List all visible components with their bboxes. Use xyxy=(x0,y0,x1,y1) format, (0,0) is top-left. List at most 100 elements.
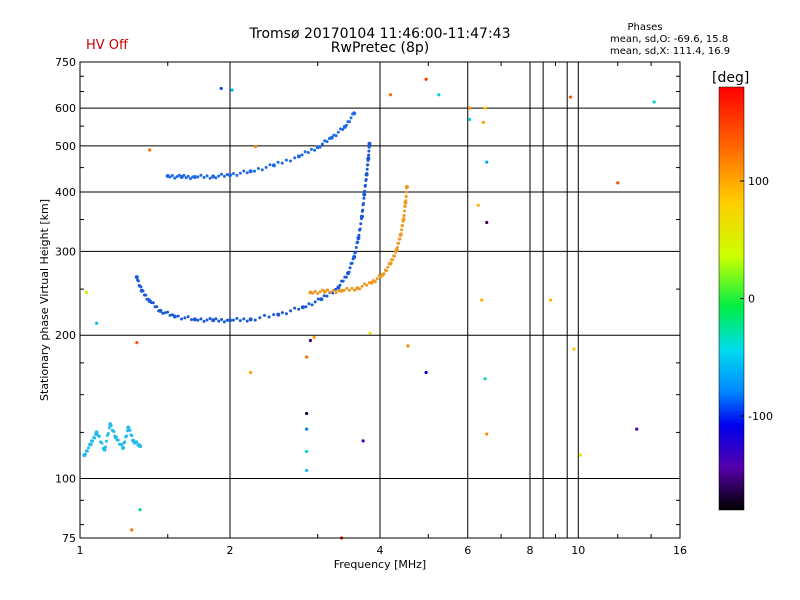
noise-point xyxy=(84,290,88,295)
colorbar-tick-label: 100 xyxy=(748,175,769,188)
noise-point xyxy=(424,77,428,81)
data-point xyxy=(358,287,362,291)
data-point xyxy=(183,316,187,320)
x-tick-label: 1 xyxy=(77,544,84,557)
x-tick-label: 4 xyxy=(377,544,384,557)
data-point xyxy=(235,316,239,320)
data-point xyxy=(184,176,188,180)
x-tick-label: 6 xyxy=(464,544,471,557)
data-point xyxy=(404,184,409,189)
data-point xyxy=(189,318,193,322)
y-tick-label: 750 xyxy=(55,56,76,69)
data-point xyxy=(338,283,342,287)
data-point xyxy=(242,169,246,173)
data-point xyxy=(125,434,129,438)
data-point xyxy=(199,317,203,321)
data-point xyxy=(85,449,89,453)
data-point xyxy=(322,289,327,294)
data-point xyxy=(280,311,284,315)
data-point xyxy=(172,314,177,319)
noise-point xyxy=(388,93,393,97)
data-point xyxy=(313,148,317,152)
data-point xyxy=(170,174,174,178)
data-point xyxy=(306,151,310,155)
data-point xyxy=(363,183,367,187)
data-point xyxy=(315,145,320,150)
x-tick-label: 16 xyxy=(673,544,687,557)
data-point xyxy=(344,123,348,127)
data-point xyxy=(113,435,118,440)
noise-point xyxy=(485,432,489,436)
data-point xyxy=(220,317,224,321)
data-point xyxy=(130,434,134,438)
data-point xyxy=(357,233,361,237)
data-point xyxy=(100,441,104,445)
colorbar-tick-label: 0 xyxy=(748,293,755,306)
data-point xyxy=(91,439,95,443)
data-point xyxy=(356,240,360,244)
noise-point xyxy=(467,117,472,122)
data-point xyxy=(202,176,206,180)
data-point xyxy=(297,307,301,311)
data-point xyxy=(293,306,297,310)
phase-stats-x-mode: mean, sd,X: 111.4, 16.9 xyxy=(610,46,731,57)
data-point xyxy=(303,150,307,154)
data-point xyxy=(339,288,344,293)
data-point xyxy=(354,246,358,250)
hv-status-label: HV Off xyxy=(86,38,128,53)
data-point xyxy=(311,291,315,295)
data-point xyxy=(401,223,405,227)
data-point xyxy=(208,176,212,180)
x-tick-label: 8 xyxy=(527,544,534,557)
data-point xyxy=(217,319,221,323)
data-point xyxy=(102,447,107,452)
data-point xyxy=(128,428,132,432)
data-point xyxy=(86,446,90,450)
data-point xyxy=(123,440,127,444)
data-point xyxy=(316,292,320,296)
colorbar xyxy=(718,86,745,511)
data-point xyxy=(144,293,148,297)
data-point xyxy=(205,174,209,178)
data-points xyxy=(82,77,656,540)
data-point xyxy=(268,163,272,167)
data-point xyxy=(336,130,340,134)
data-point xyxy=(342,288,346,292)
data-point xyxy=(180,317,184,321)
data-point xyxy=(334,287,338,291)
data-point xyxy=(356,236,361,241)
data-point xyxy=(331,288,335,292)
phase-stats-title: Phases xyxy=(627,22,663,33)
y-tick-label: 300 xyxy=(55,245,76,258)
data-point xyxy=(214,317,218,321)
data-point xyxy=(196,175,200,179)
data-point xyxy=(395,246,399,250)
noise-point xyxy=(308,338,313,343)
data-point xyxy=(248,169,253,174)
grid-lines xyxy=(80,62,680,538)
data-point xyxy=(196,318,200,322)
data-point xyxy=(134,275,139,280)
data-point xyxy=(245,319,249,323)
data-point xyxy=(362,202,366,206)
data-point xyxy=(235,173,239,177)
data-point xyxy=(106,432,110,436)
data-point xyxy=(345,286,349,290)
data-point xyxy=(313,300,317,304)
data-point xyxy=(309,147,313,151)
noise-point xyxy=(368,331,372,335)
data-point xyxy=(367,153,371,157)
data-point xyxy=(168,175,172,179)
data-point xyxy=(173,176,177,180)
data-point xyxy=(348,266,352,270)
data-point xyxy=(225,318,229,322)
data-point xyxy=(211,174,216,179)
data-point xyxy=(182,173,186,177)
noise-point xyxy=(483,106,487,110)
data-point xyxy=(320,142,324,146)
data-point xyxy=(401,217,406,222)
x-tick-label: 2 xyxy=(227,544,234,557)
data-point xyxy=(205,318,209,322)
chart-title: Tromsø 20170104 11:46:00-11:47:43 xyxy=(249,26,511,42)
noise-point xyxy=(305,449,309,454)
